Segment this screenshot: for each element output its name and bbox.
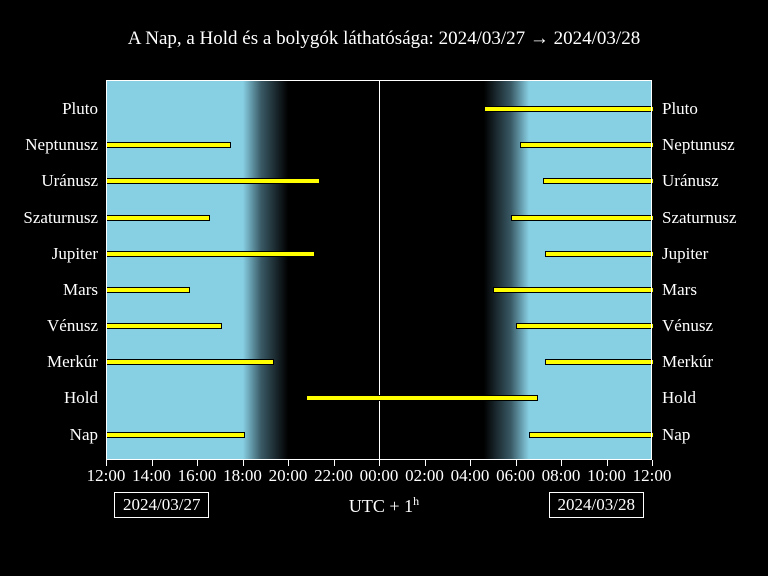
body-label-left: Hold [64, 388, 98, 408]
xtick-label: 02:00 [405, 466, 444, 486]
body-label-left: Jupiter [52, 244, 98, 264]
visibility-bar [106, 359, 274, 365]
midnight-line [379, 80, 380, 460]
visibility-bar [106, 142, 231, 148]
daylight-band [106, 80, 243, 460]
body-label-right: Nap [662, 425, 690, 445]
xtick-label: 14:00 [132, 466, 171, 486]
body-label-left: Merkúr [47, 352, 98, 372]
visibility-bar [106, 432, 245, 438]
tz-text: UTC + 1 [349, 496, 413, 516]
body-label-right: Vénusz [662, 316, 713, 336]
visibility-bar [545, 359, 654, 365]
tz-sup: h [413, 494, 419, 508]
body-label-left: Pluto [62, 99, 98, 119]
chart-title: A Nap, a Hold és a bolygók láthatósága: … [0, 28, 768, 50]
twilight-band [484, 80, 530, 460]
chart-area [106, 80, 652, 460]
xtick-label: 00:00 [360, 466, 399, 486]
xtick-label: 12:00 [633, 466, 672, 486]
xtick-label: 08:00 [542, 466, 581, 486]
body-label-right: Uránusz [662, 171, 719, 191]
xtick-label: 22:00 [314, 466, 353, 486]
xtick-label: 18:00 [223, 466, 262, 486]
date-right-box: 2024/03/28 [549, 492, 644, 518]
body-label-left: Szaturnusz [23, 208, 98, 228]
visibility-bar [493, 287, 654, 293]
visibility-bar [106, 178, 320, 184]
body-label-left: Nap [70, 425, 98, 445]
xtick-label: 06:00 [496, 466, 535, 486]
body-label-right: Jupiter [662, 244, 708, 264]
visibility-bar [543, 178, 654, 184]
body-label-left: Mars [63, 280, 98, 300]
twilight-band [243, 80, 289, 460]
body-label-right: Merkúr [662, 352, 713, 372]
body-label-left: Neptunusz [25, 135, 98, 155]
body-label-left: Vénusz [47, 316, 98, 336]
visibility-bar [520, 142, 654, 148]
visibility-bar [306, 395, 538, 401]
visibility-bar [529, 432, 654, 438]
date-left-box: 2024/03/27 [114, 492, 209, 518]
body-label-right: Pluto [662, 99, 698, 119]
xtick-label: 20:00 [269, 466, 308, 486]
xtick-label: 04:00 [451, 466, 490, 486]
xtick-label: 10:00 [587, 466, 626, 486]
visibility-bar [545, 251, 654, 257]
visibility-bar [106, 323, 222, 329]
visibility-bar [484, 106, 654, 112]
visibility-bar [106, 215, 210, 221]
body-label-right: Neptunusz [662, 135, 735, 155]
timezone-label: UTC + 1h [349, 494, 419, 517]
daylight-band [529, 80, 652, 460]
xtick-label: 16:00 [178, 466, 217, 486]
visibility-bar [511, 215, 654, 221]
body-label-right: Szaturnusz [662, 208, 737, 228]
body-label-right: Hold [662, 388, 696, 408]
body-label-left: Uránusz [41, 171, 98, 191]
body-label-right: Mars [662, 280, 697, 300]
visibility-bar [516, 323, 655, 329]
xtick-label: 12:00 [87, 466, 126, 486]
visibility-bar [106, 287, 190, 293]
visibility-bar [106, 251, 315, 257]
